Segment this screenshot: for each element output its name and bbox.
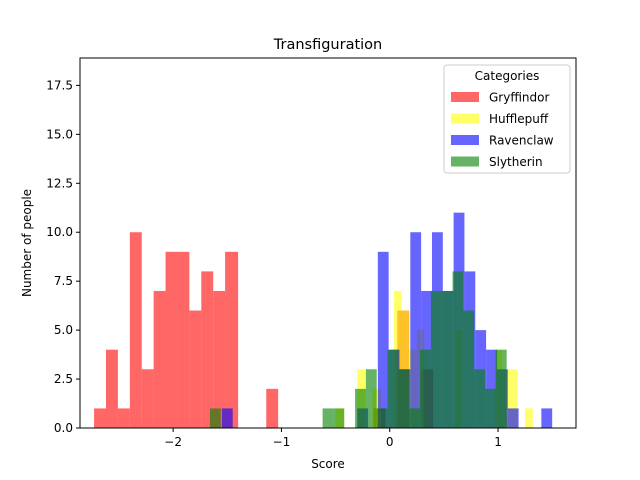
histogram-bar-slytherin-5 xyxy=(376,408,388,428)
y-tick-label: 7.5 xyxy=(54,274,73,288)
histogram-bar-gryffindor-5 xyxy=(153,290,166,428)
y-tick-label: 12.5 xyxy=(46,176,73,190)
x-tick-label: −2 xyxy=(164,435,182,449)
histogram-bar-slytherin-3 xyxy=(355,388,366,428)
histogram-bar-slytherin-0 xyxy=(209,408,221,428)
histogram-bar-gryffindor-6 xyxy=(165,251,178,428)
legend-swatch-hufflepuff xyxy=(451,113,479,124)
histogram-bar-slytherin-12 xyxy=(452,271,464,428)
y-tick-label: 17.5 xyxy=(46,78,73,92)
histogram-bar-slytherin-7 xyxy=(398,369,410,428)
y-tick-label: 5.0 xyxy=(54,323,73,337)
x-axis-label: Score xyxy=(311,457,345,471)
histogram-bar-gryffindor-2 xyxy=(117,408,130,428)
histogram-bar-hufflepuff-11 xyxy=(525,408,533,428)
histogram-bar-ravenclaw-2 xyxy=(377,251,389,428)
y-tick-label: 0.0 xyxy=(54,421,73,435)
axes-frame xyxy=(79,57,577,429)
histogram-bar-slytherin-9 xyxy=(420,349,431,428)
histogram-bar-ravenclaw-15 xyxy=(541,408,553,428)
legend-title: Categories xyxy=(475,69,540,83)
histogram-bar-gryffindor-8 xyxy=(189,310,202,428)
histogram-bar-slytherin-15 xyxy=(485,388,496,428)
y-tick-label: 2.5 xyxy=(54,372,73,386)
histogram-bar-ravenclaw-0 xyxy=(221,408,233,428)
histogram-bar-ravenclaw-14 xyxy=(507,408,519,428)
histogram-bar-gryffindor-1 xyxy=(105,349,118,428)
y-axis: 0.0 2.5 5.0 7.5 10.0 12.5 15.0 17.5 xyxy=(46,78,80,435)
histogram-bar-slytherin-13 xyxy=(463,310,475,428)
legend-label-slytherin: Slytherin xyxy=(489,155,543,169)
histogram-bar-gryffindor-0 xyxy=(94,408,106,428)
legend-swatch-gryffindor xyxy=(451,92,479,102)
histogram-bar-slytherin-10 xyxy=(430,290,442,428)
histogram-bar-ravenclaw-12 xyxy=(486,349,497,428)
y-axis-label: Number of people xyxy=(20,189,34,297)
y-tick-label: 15.0 xyxy=(46,127,73,141)
histogram-bar-gryffindor-9 xyxy=(201,271,214,428)
x-tick-label: 1 xyxy=(494,435,502,449)
legend-swatch-slytherin xyxy=(451,156,479,167)
x-tick-label: −1 xyxy=(273,435,291,449)
plot-area xyxy=(94,212,553,428)
histogram-bar-slytherin-2 xyxy=(333,408,345,428)
histogram-bar-gryffindor-11 xyxy=(225,251,239,428)
chart-title: Transfiguration xyxy=(273,37,382,53)
legend: Categories Gryffindor Hufflepuff Ravenclaw… xyxy=(443,64,571,174)
histogram-bar-gryffindor-4 xyxy=(141,369,154,428)
histogram-bar-slytherin-8 xyxy=(409,408,421,428)
histogram-bar-gryffindor-3 xyxy=(129,232,142,428)
y-tick-label: 10.0 xyxy=(46,225,73,239)
histogram-bar-slytherin-11 xyxy=(441,290,453,428)
histogram-bar-slytherin-16 xyxy=(495,349,507,428)
histogram-bar-gryffindor-10 xyxy=(213,290,226,428)
legend-label-hufflepuff: Hufflepuff xyxy=(489,112,549,126)
histogram-bar-slytherin-1 xyxy=(322,408,334,428)
legend-label-gryffindor: Gryffindor xyxy=(489,91,550,105)
histogram-bar-slytherin-14 xyxy=(474,369,486,428)
legend-swatch-ravenclaw xyxy=(451,135,479,145)
histogram-bar-gryffindor-12 xyxy=(266,388,279,428)
histogram-bar-hufflepuff-10 xyxy=(509,369,518,428)
histogram-bar-slytherin-4 xyxy=(365,369,377,428)
legend-label-ravenclaw: Ravenclaw xyxy=(489,134,554,148)
histogram-bar-slytherin-6 xyxy=(387,349,399,428)
x-axis: −2 −1 0 1 xyxy=(164,428,502,449)
histogram-bar-ravenclaw-5 xyxy=(410,232,422,428)
x-tick-label: 0 xyxy=(386,435,394,449)
histogram-bar-gryffindor-7 xyxy=(177,251,190,428)
